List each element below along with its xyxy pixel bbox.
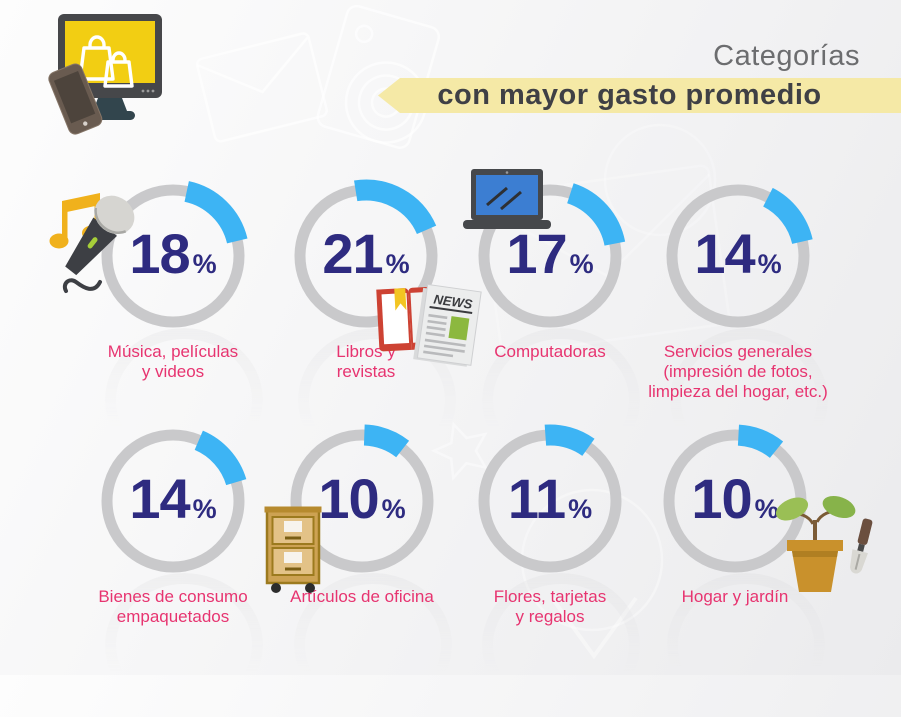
newspaper-headline: NEWS	[433, 292, 474, 312]
infographic-canvas: Categorías con mayor gasto promedio 18% …	[48, 4, 901, 717]
gauge-label: Computadoras	[494, 342, 606, 361]
camera-doodle-icon	[316, 4, 441, 149]
donut-gauge-ring	[101, 429, 247, 573]
laptop-icon	[463, 169, 551, 229]
gauge-unit: %	[192, 493, 217, 524]
gauge-servicios-generales: 14% Servicios generales (impresión de fo…	[648, 176, 828, 472]
gauge-value: 17	[506, 221, 567, 285]
title-banner: con mayor gasto promedio	[378, 78, 901, 113]
gauge-unit: %	[385, 248, 410, 279]
donut-gauge-ring	[294, 179, 438, 328]
gauge-label: Libros y revistas	[336, 342, 396, 382]
donut-gauge-ring	[478, 183, 626, 328]
music-note-microphone-icon	[49, 193, 135, 293]
gauge-label: Hogar y jardín	[681, 587, 789, 606]
gauge-unit: %	[569, 248, 594, 279]
page-title: Categorías	[713, 40, 860, 72]
gauge-value: 14	[694, 221, 755, 285]
gauge-value: 10	[691, 466, 752, 530]
gauge-label: Servicios generales (impresión de fotos,…	[648, 342, 828, 402]
gauge-label: Bienes de consumo empaquetados	[98, 587, 248, 627]
donut-gauge-ring	[666, 184, 813, 328]
donut-gauge-ring	[478, 424, 622, 573]
gauge-reflection	[670, 328, 828, 472]
gauge-bienes-consumo: 14% Bienes de consumo empaquetados	[93, 421, 263, 717]
gauge-value: 14	[129, 466, 190, 530]
gauge-value: 18	[129, 221, 190, 285]
gauge-reflection	[298, 328, 456, 472]
gauge-value: 10	[318, 466, 379, 530]
file-cabinet-icon	[264, 506, 322, 593]
gauge-musica-peliculas: 18% Música, películas y videos	[93, 176, 263, 472]
gauge-unit: %	[381, 493, 406, 524]
gauge-flores-tarjetas: 11% Flores, tarjetas y regalos	[470, 421, 640, 717]
book-newspaper-icon: NEWS	[376, 283, 482, 367]
gauge-value: 21	[322, 221, 383, 285]
gauge-unit: %	[568, 493, 593, 524]
gauge-reflection	[105, 328, 263, 472]
donut-gauge-ring	[290, 424, 434, 573]
gauge-value: 11	[507, 466, 566, 530]
gauge-reflection	[482, 328, 640, 472]
gauge-unit: %	[757, 248, 782, 279]
gauge-libros-revistas: 21% Libros y revistas	[286, 176, 456, 472]
online-shopping-logo-icon	[48, 14, 162, 135]
potted-plant-trowel-icon	[775, 495, 873, 592]
gauge-unit: %	[192, 248, 217, 279]
gauge-unit: %	[754, 493, 779, 524]
donut-gauge-ring	[101, 181, 248, 328]
gauge-computadoras: 17% Computadoras	[470, 176, 640, 472]
title-banner-text: con mayor gasto promedio	[437, 79, 822, 111]
gauge-label: Flores, tarjetas y regalos	[493, 587, 607, 627]
gauge-label: Música, películas y videos	[107, 342, 239, 382]
envelope-doodle-icon	[195, 32, 328, 143]
